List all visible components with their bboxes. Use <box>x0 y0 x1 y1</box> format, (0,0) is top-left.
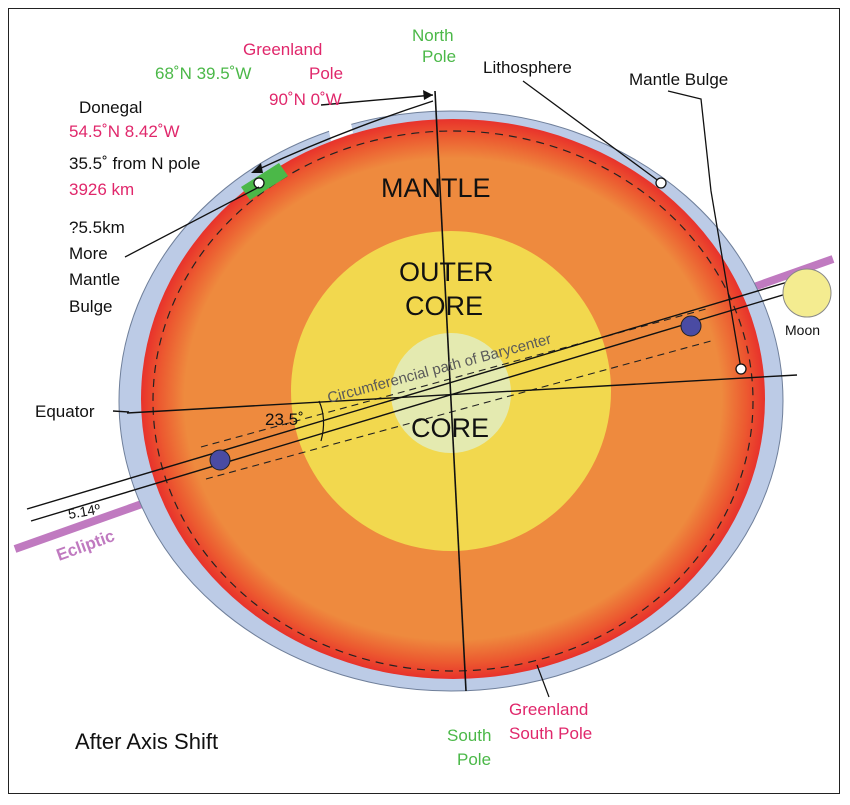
mantle-bulge-leader <box>667 90 742 370</box>
orbital-line-2 <box>30 290 797 522</box>
mantle-dashed-boundary <box>152 130 754 672</box>
north-pole-label-line1: North <box>412 26 454 45</box>
diagram-frame: North Pole Greenland 68˚N 39.5˚W Pole 90… <box>8 8 840 794</box>
greenland-to-pole-arrow <box>320 94 434 106</box>
lithosphere-marker <box>655 177 667 189</box>
distance-label: 3926 km <box>69 180 134 199</box>
more-bulge-leader <box>124 186 260 258</box>
tilt-label: 23.5˚ <box>265 410 304 429</box>
lithosphere-leader <box>522 80 661 183</box>
barycenter-path-lower <box>205 340 712 480</box>
pole-to-donegal-arc <box>258 100 434 170</box>
donegal-label: Donegal <box>79 98 142 117</box>
equator-label: Equator <box>35 402 95 421</box>
mantle-label: MANTLE <box>381 173 491 203</box>
earth-diagram: North Pole Greenland 68˚N 39.5˚W Pole 90… <box>13 26 835 769</box>
more-bulge-line3: Mantle <box>69 270 120 289</box>
outer-core-label-line1: OUTER <box>399 257 494 287</box>
more-bulge-line1: ?5.5km <box>69 218 125 237</box>
moon-disc <box>782 268 832 318</box>
core-label: CORE <box>411 413 489 443</box>
from-n-pole-label: 35.5˚ from N pole <box>69 154 200 173</box>
greenland-south-line2: South Pole <box>509 724 592 743</box>
outer-core-label-line2: CORE <box>405 291 483 321</box>
north-pole-label-line2: Pole <box>422 47 456 66</box>
more-bulge-line2: More <box>69 244 108 263</box>
donegal-coord: 54.5˚N 8.42˚W <box>69 122 180 141</box>
donegal-marker <box>253 177 265 189</box>
lithosphere-notch <box>327 113 353 141</box>
greenland-coord: 68˚N 39.5˚W <box>155 64 251 83</box>
barycenter-dot-right <box>680 315 702 337</box>
pole-coord: 90˚N 0˚W <box>269 90 342 109</box>
barycenter-dot-left <box>209 449 231 471</box>
ecliptic-angle-label: 5.14º <box>67 501 102 522</box>
caption: After Axis Shift <box>75 729 218 754</box>
greenland-label: Greenland <box>243 40 322 59</box>
equator-leader <box>112 410 130 413</box>
mantle-bulge-label: Mantle Bulge <box>629 70 728 89</box>
greenland-to-pole-arrowhead <box>423 90 433 100</box>
lithosphere-label: Lithosphere <box>483 58 572 77</box>
greenland-south-leader <box>536 664 550 698</box>
moon-label: Moon <box>785 322 820 338</box>
pole-to-donegal-arrowhead <box>251 163 263 173</box>
greenland-pole-word: Pole <box>309 64 343 83</box>
tilt-arc <box>318 400 325 442</box>
polar-axis <box>434 90 467 692</box>
south-pole-label-line1: South <box>447 726 491 745</box>
equator-line <box>126 374 798 414</box>
south-pole-label-line2: Pole <box>457 750 491 769</box>
greenland-south-line1: Greenland <box>509 700 588 719</box>
mantle-bulge-marker <box>735 363 747 375</box>
orbital-line-1 <box>26 280 792 510</box>
more-bulge-line4: Bulge <box>69 297 112 316</box>
